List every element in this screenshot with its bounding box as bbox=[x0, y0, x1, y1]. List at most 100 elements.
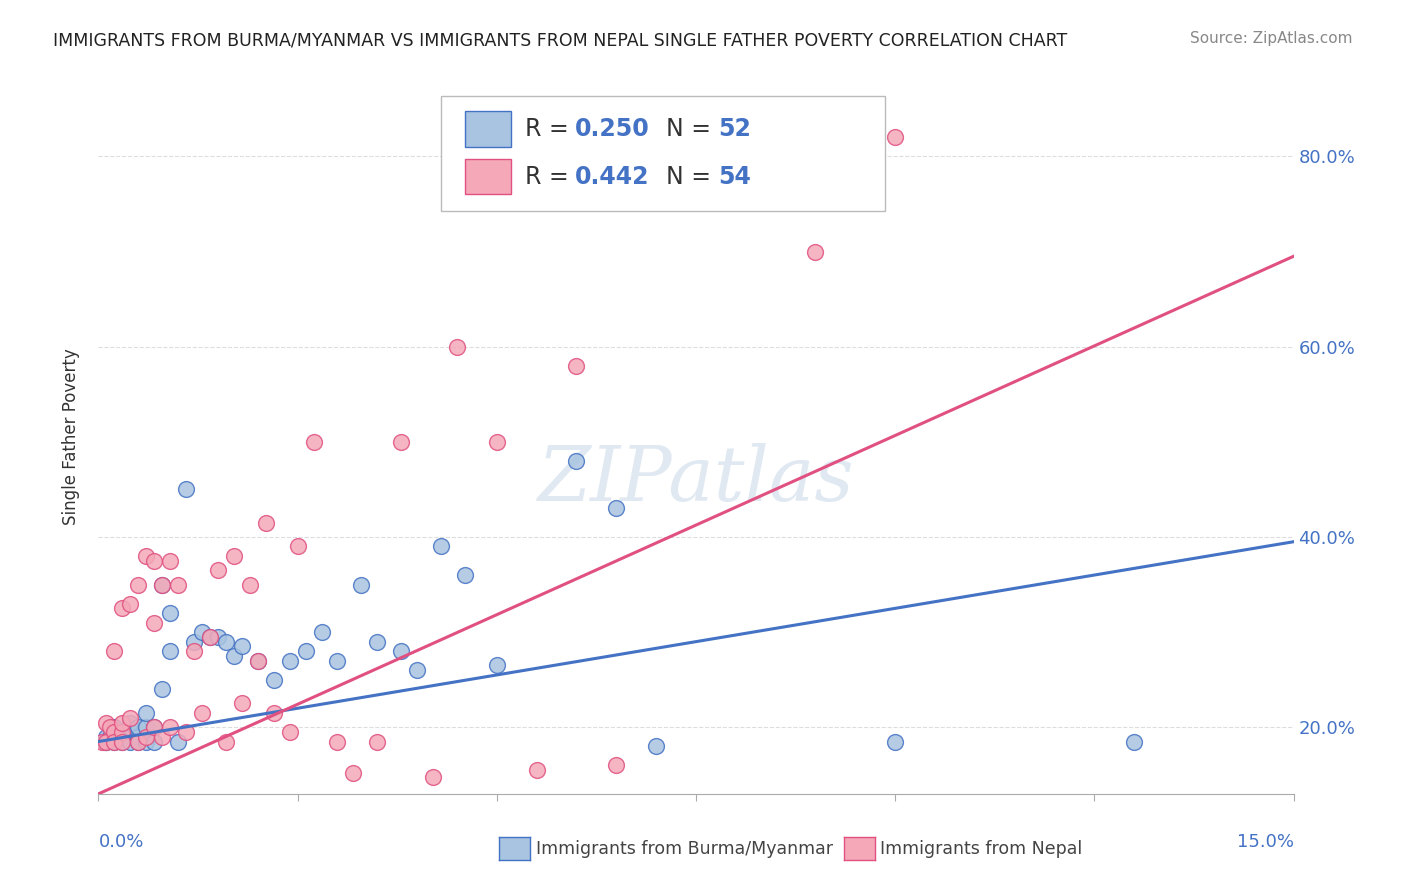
Text: 0.250: 0.250 bbox=[575, 117, 650, 141]
Point bbox=[645, 739, 668, 754]
Point bbox=[103, 734, 125, 748]
Point bbox=[159, 720, 181, 734]
Point bbox=[294, 644, 316, 658]
Point bbox=[91, 734, 114, 748]
Point bbox=[127, 734, 149, 748]
Point bbox=[231, 697, 253, 711]
Point bbox=[389, 434, 412, 449]
Text: 15.0%: 15.0% bbox=[1236, 833, 1294, 851]
Point bbox=[430, 540, 453, 554]
Point bbox=[278, 725, 301, 739]
Point bbox=[287, 540, 309, 554]
Point bbox=[263, 706, 285, 720]
Point bbox=[127, 734, 149, 748]
Point bbox=[311, 625, 333, 640]
Point bbox=[231, 640, 253, 654]
Point bbox=[605, 758, 627, 772]
FancyBboxPatch shape bbox=[441, 96, 884, 211]
Point bbox=[96, 730, 118, 744]
Point bbox=[103, 720, 125, 734]
Point bbox=[111, 715, 134, 730]
Point bbox=[884, 130, 907, 145]
Point bbox=[389, 644, 412, 658]
Point bbox=[150, 682, 173, 697]
Point bbox=[111, 601, 134, 615]
FancyBboxPatch shape bbox=[465, 111, 510, 146]
Point bbox=[254, 516, 277, 530]
Point bbox=[239, 577, 262, 591]
Text: Immigrants from Burma/Myanmar: Immigrants from Burma/Myanmar bbox=[536, 840, 832, 858]
Point bbox=[94, 734, 117, 748]
Point bbox=[111, 725, 134, 739]
Point bbox=[207, 630, 229, 644]
Point bbox=[143, 615, 166, 630]
Point bbox=[159, 554, 181, 568]
Point bbox=[222, 549, 245, 563]
Point bbox=[685, 130, 707, 145]
Point bbox=[485, 658, 508, 673]
Point bbox=[207, 563, 229, 577]
Y-axis label: Single Father Poverty: Single Father Poverty bbox=[62, 349, 80, 525]
Text: 54: 54 bbox=[718, 165, 752, 188]
Point bbox=[278, 654, 301, 668]
Point bbox=[422, 770, 444, 784]
Point bbox=[127, 730, 149, 744]
Point bbox=[96, 734, 118, 748]
Point bbox=[135, 706, 157, 720]
Point bbox=[111, 730, 134, 744]
Point bbox=[342, 766, 364, 780]
Point bbox=[135, 730, 157, 744]
FancyBboxPatch shape bbox=[465, 159, 510, 194]
Point bbox=[150, 577, 173, 591]
Text: ZIPatlas: ZIPatlas bbox=[537, 443, 855, 516]
Point bbox=[406, 663, 429, 677]
Point bbox=[103, 644, 125, 658]
Text: R =: R = bbox=[524, 117, 576, 141]
Point bbox=[366, 734, 388, 748]
Point bbox=[103, 730, 125, 744]
Point bbox=[96, 734, 118, 748]
Point bbox=[183, 634, 205, 648]
Point bbox=[150, 577, 173, 591]
Point bbox=[143, 554, 166, 568]
Point bbox=[96, 715, 118, 730]
Point bbox=[135, 734, 157, 748]
Point bbox=[135, 549, 157, 563]
Point bbox=[263, 673, 285, 687]
Point bbox=[198, 630, 221, 644]
Point bbox=[222, 648, 245, 663]
Point bbox=[326, 654, 349, 668]
Point bbox=[127, 720, 149, 734]
Point bbox=[159, 606, 181, 620]
Point bbox=[120, 711, 142, 725]
Point bbox=[454, 568, 477, 582]
Point bbox=[159, 644, 181, 658]
Point bbox=[215, 734, 238, 748]
Point bbox=[143, 734, 166, 748]
Point bbox=[150, 730, 173, 744]
Point bbox=[884, 734, 907, 748]
Point bbox=[135, 720, 157, 734]
Point bbox=[485, 434, 508, 449]
Point bbox=[565, 359, 588, 373]
Point bbox=[103, 725, 125, 739]
Text: Immigrants from Nepal: Immigrants from Nepal bbox=[880, 840, 1083, 858]
Point bbox=[174, 483, 197, 497]
Point bbox=[804, 244, 827, 259]
Point bbox=[167, 577, 190, 591]
Text: N =: N = bbox=[651, 117, 718, 141]
Text: R =: R = bbox=[524, 165, 576, 188]
Point bbox=[1123, 734, 1146, 748]
Point bbox=[350, 577, 373, 591]
Point bbox=[111, 734, 134, 748]
Point bbox=[167, 734, 190, 748]
Point bbox=[246, 654, 269, 668]
Point bbox=[143, 720, 166, 734]
Point bbox=[366, 634, 388, 648]
Point bbox=[120, 734, 142, 748]
Point bbox=[120, 597, 142, 611]
Point bbox=[526, 763, 548, 777]
Point bbox=[103, 734, 125, 748]
Point bbox=[98, 730, 122, 744]
Point bbox=[191, 625, 214, 640]
